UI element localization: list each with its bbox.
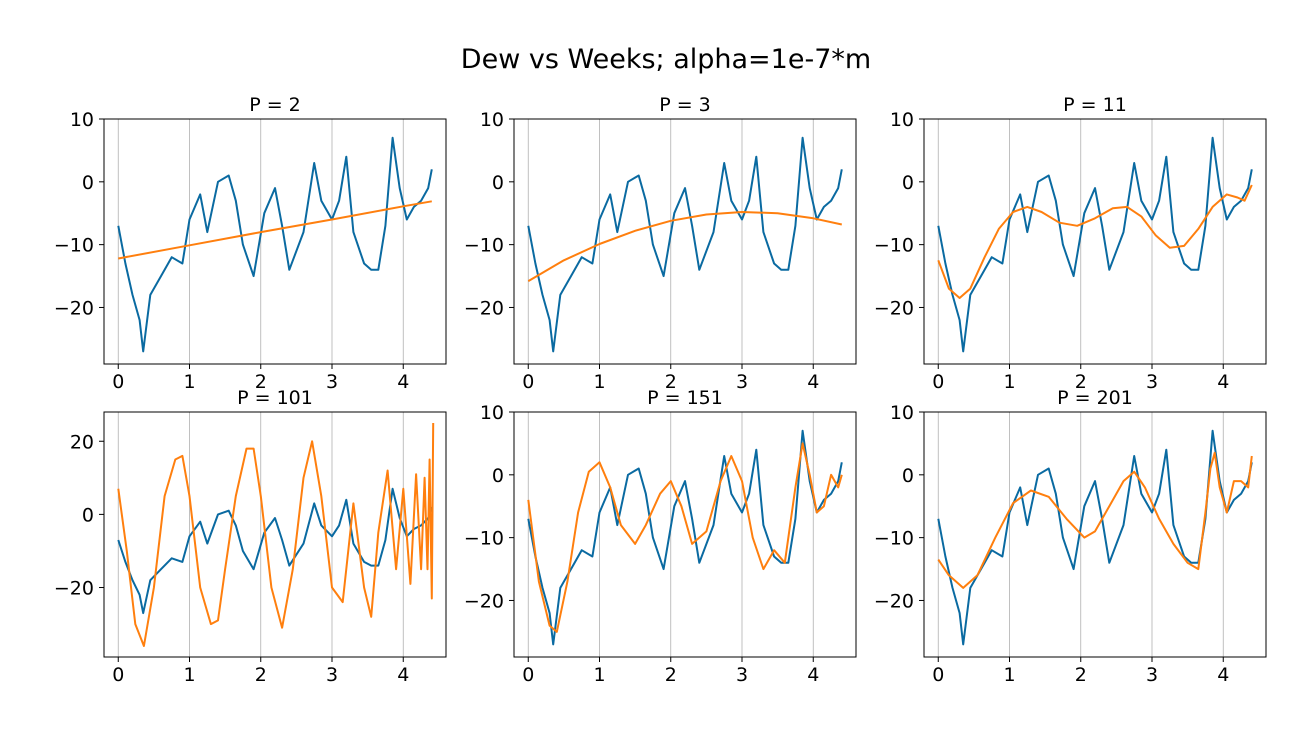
x-tick-label: 2 [1075,664,1087,686]
x-tick-label: 3 [1146,664,1158,686]
subplot-6: 0 1 2 3 4 −20 −10 0 10 P = 201 [874,387,1267,686]
fit-line [118,200,432,260]
x-tick-label: 1 [593,664,605,686]
y-tick-label: 0 [902,465,914,487]
x-tick-label: 3 [736,664,748,686]
x-tick-label: 2 [665,371,677,393]
axes-frame [103,118,447,365]
x-tick-label: 0 [932,371,944,393]
y-tick-label: −20 [54,578,94,600]
subplot-title: P = 151 [647,387,723,409]
y-tick-label: −10 [464,528,504,550]
axes-frame [513,118,857,365]
x-tick-label: 1 [1003,371,1015,393]
x-tick-label: 4 [397,371,409,393]
data-line [937,136,1253,353]
x-tick-label: 0 [112,664,124,686]
y-tick-label: −10 [874,528,914,550]
axes-frame [923,118,1267,365]
subplot-title: P = 2 [249,94,301,116]
x-tick-label: 3 [736,371,748,393]
y-tick-label: −10 [464,235,504,257]
fit-line [937,451,1253,589]
axes-frame [513,411,857,658]
y-tick-label: 10 [480,109,504,131]
data-line [117,136,433,353]
subplot-4: 0 1 2 3 4 −20 0 20 P = 101 [54,387,447,686]
y-tick-label: 0 [82,172,94,194]
data-line [527,136,843,353]
y-tick-label: 0 [902,172,914,194]
x-tick-label: 3 [326,664,338,686]
x-tick-label: 3 [326,371,338,393]
x-tick-label: 0 [932,664,944,686]
subplot-2: 0 1 2 3 4 −20 −10 0 10 P = 3 [464,94,857,393]
x-tick-label: 1 [1003,664,1015,686]
x-tick-label: 1 [183,371,195,393]
subplot-title: P = 201 [1057,387,1133,409]
y-tick-label: 0 [82,504,94,526]
x-tick-label: 0 [112,371,124,393]
subplot-title: P = 11 [1063,94,1127,116]
y-tick-label: −20 [54,297,94,319]
y-tick-label: −20 [464,297,504,319]
y-tick-label: 0 [492,465,504,487]
subplot-3: 0 1 2 3 4 −20 −10 0 10 P = 11 [874,94,1267,393]
y-tick-label: 10 [890,402,914,424]
x-tick-label: 4 [1217,664,1229,686]
x-tick-label: 3 [1146,371,1158,393]
y-tick-label: 20 [70,431,94,453]
y-tick-label: −20 [874,590,914,612]
y-tick-label: 0 [492,172,504,194]
fit-line [527,442,843,633]
x-tick-label: 4 [807,664,819,686]
y-tick-label: −10 [54,235,94,257]
data-line [117,487,433,615]
x-tick-label: 2 [255,664,267,686]
y-tick-label: 10 [70,109,94,131]
x-tick-label: 0 [522,371,534,393]
x-tick-label: 4 [1217,371,1229,393]
x-tick-label: 2 [1075,371,1087,393]
y-tick-label: 10 [480,402,504,424]
subplot-title: P = 3 [659,94,711,116]
y-tick-label: −20 [874,297,914,319]
figure-title: Dew vs Weeks; alpha=1e-7*m [460,44,872,75]
y-tick-label: −10 [874,235,914,257]
data-line [527,429,843,646]
x-tick-label: 4 [807,371,819,393]
fit-line [937,184,1253,299]
y-tick-label: −20 [464,590,504,612]
subplot-title: P = 101 [237,387,313,409]
x-tick-label: 2 [665,664,677,686]
fit-line [117,422,435,647]
data-line [937,429,1253,646]
x-tick-label: 4 [397,664,409,686]
x-tick-label: 0 [522,664,534,686]
y-tick-label: 10 [890,109,914,131]
axes-frame [103,411,447,658]
x-tick-label: 1 [183,664,195,686]
x-tick-label: 2 [255,371,267,393]
axes-frame [923,411,1267,658]
subplot-5: 0 1 2 3 4 −20 −10 0 10 P = 151 [464,387,857,686]
fit-line [527,211,843,282]
subplot-1: 0 1 2 3 4 −20 −10 0 10 P = 2 [54,94,447,393]
x-tick-label: 1 [593,371,605,393]
